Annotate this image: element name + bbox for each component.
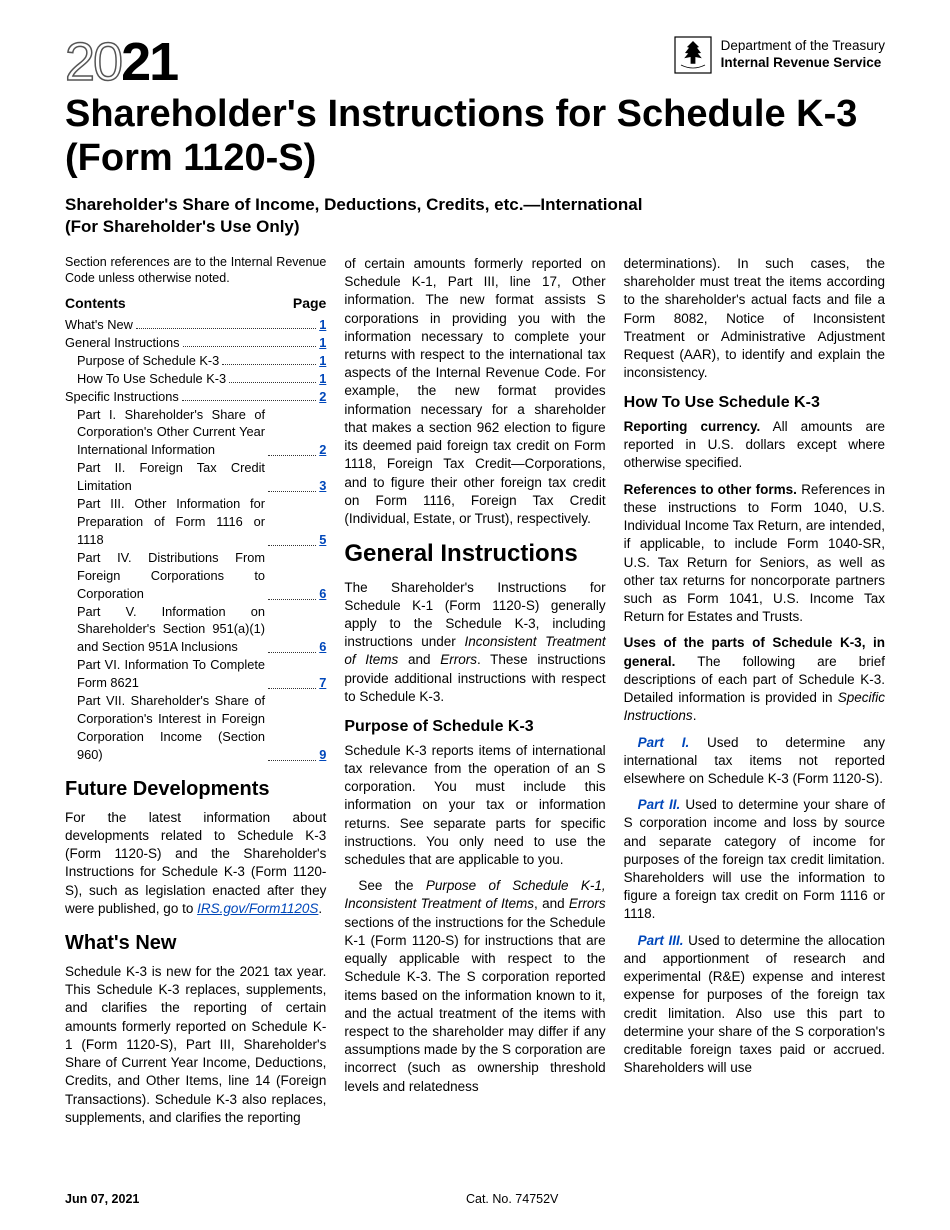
column-3: determinations). In such cases, the shar… — [624, 255, 885, 1129]
toc-page-link[interactable]: 3 — [319, 477, 326, 495]
part2-para: Part II. Used to determine your share of… — [624, 796, 885, 924]
toc-page-link[interactable]: 1 — [319, 352, 326, 370]
column-1: Section references are to the Internal R… — [65, 255, 326, 1129]
toc-entry: Part I. Shareholder's Share of Corporati… — [65, 406, 326, 460]
toc-page-link[interactable]: 9 — [319, 746, 326, 764]
general-instructions-para: The Shareholder's Instructions for Sched… — [344, 579, 605, 707]
future-developments-heading: Future Developments — [65, 776, 326, 803]
toc-page-link[interactable]: 1 — [319, 316, 326, 334]
irs-form-link[interactable]: IRS.gov/Form1120S — [197, 901, 318, 916]
toc-entry: Part IV. Distributions From Foreign Corp… — [65, 549, 326, 603]
toc-page-link[interactable]: 1 — [319, 334, 326, 352]
col2-continuation: of certain amounts formerly reported on … — [344, 255, 605, 528]
contents-label: Contents — [65, 294, 126, 313]
purpose-para2: See the Purpose of Schedule K-1, Inconsi… — [344, 877, 605, 1096]
toc-entry: Part III. Other Information for Preparat… — [65, 495, 326, 549]
toc-page-link[interactable]: 2 — [319, 388, 326, 406]
part3-para: Part III. Used to determine the allocati… — [624, 932, 885, 1078]
footer-date: Jun 07, 2021 — [65, 1191, 139, 1208]
uses-para: Uses of the parts of Schedule K-3, in ge… — [624, 634, 885, 725]
toc-page-link[interactable]: 6 — [319, 638, 326, 656]
toc-page-link[interactable]: 7 — [319, 674, 326, 692]
future-developments-para: For the latest information about develop… — [65, 809, 326, 918]
toc-page-link[interactable]: 2 — [319, 441, 326, 459]
toc-entry: Part II. Foreign Tax Credit Limitation3 — [65, 459, 326, 495]
department-block: Department of the Treasury Internal Reve… — [673, 35, 885, 75]
general-instructions-heading: General Instructions — [344, 538, 605, 570]
purpose-para1: Schedule K-3 reports items of internatio… — [344, 742, 605, 870]
toc-entry: How To Use Schedule K-31 — [65, 370, 326, 388]
dept-line2: Internal Revenue Service — [721, 55, 885, 72]
footer-catalog: Cat. No. 74752V — [466, 1191, 558, 1208]
toc-entry: Part VI. Information To Complete Form 86… — [65, 656, 326, 692]
page-label: Page — [293, 294, 326, 313]
toc-page-link[interactable]: 1 — [319, 370, 326, 388]
subtitle: Shareholder's Share of Income, Deduction… — [65, 194, 885, 237]
table-of-contents: What's New1General Instructions1Purpose … — [65, 316, 326, 764]
references-para: References to other forms. References in… — [624, 481, 885, 627]
whats-new-para: Schedule K-3 is new for the 2021 tax yea… — [65, 963, 326, 1127]
toc-entry: Part VII. Shareholder's Share of Corpora… — [65, 692, 326, 764]
toc-entry: What's New1 — [65, 316, 326, 334]
part1-para: Part I. Used to determine any internatio… — [624, 734, 885, 789]
toc-entry: Purpose of Schedule K-31 — [65, 352, 326, 370]
reporting-currency-para: Reporting currency. All amounts are repo… — [624, 418, 885, 473]
howto-heading: How To Use Schedule K-3 — [624, 392, 885, 414]
toc-entry: Part V. Information on Shareholder's Sec… — [65, 603, 326, 657]
column-2: of certain amounts formerly reported on … — [344, 255, 605, 1129]
main-title: Shareholder's Instructions for Schedule … — [65, 93, 885, 180]
purpose-heading: Purpose of Schedule K-3 — [344, 716, 605, 738]
toc-page-link[interactable]: 6 — [319, 585, 326, 603]
dept-line1: Department of the Treasury — [721, 38, 885, 55]
toc-entry: General Instructions1 — [65, 334, 326, 352]
toc-page-link[interactable]: 5 — [319, 531, 326, 549]
toc-entry: Specific Instructions2 — [65, 388, 326, 406]
year-prefix: 20 — [65, 32, 121, 92]
whats-new-heading: What's New — [65, 930, 326, 957]
col3-continuation: determinations). In such cases, the shar… — [624, 255, 885, 383]
section-reference: Section references are to the Internal R… — [65, 255, 326, 286]
irs-eagle-logo — [673, 35, 713, 75]
year-suffix: 21 — [121, 32, 177, 92]
page-footer: Jun 07, 2021 Cat. No. 74752V — [65, 1191, 885, 1208]
